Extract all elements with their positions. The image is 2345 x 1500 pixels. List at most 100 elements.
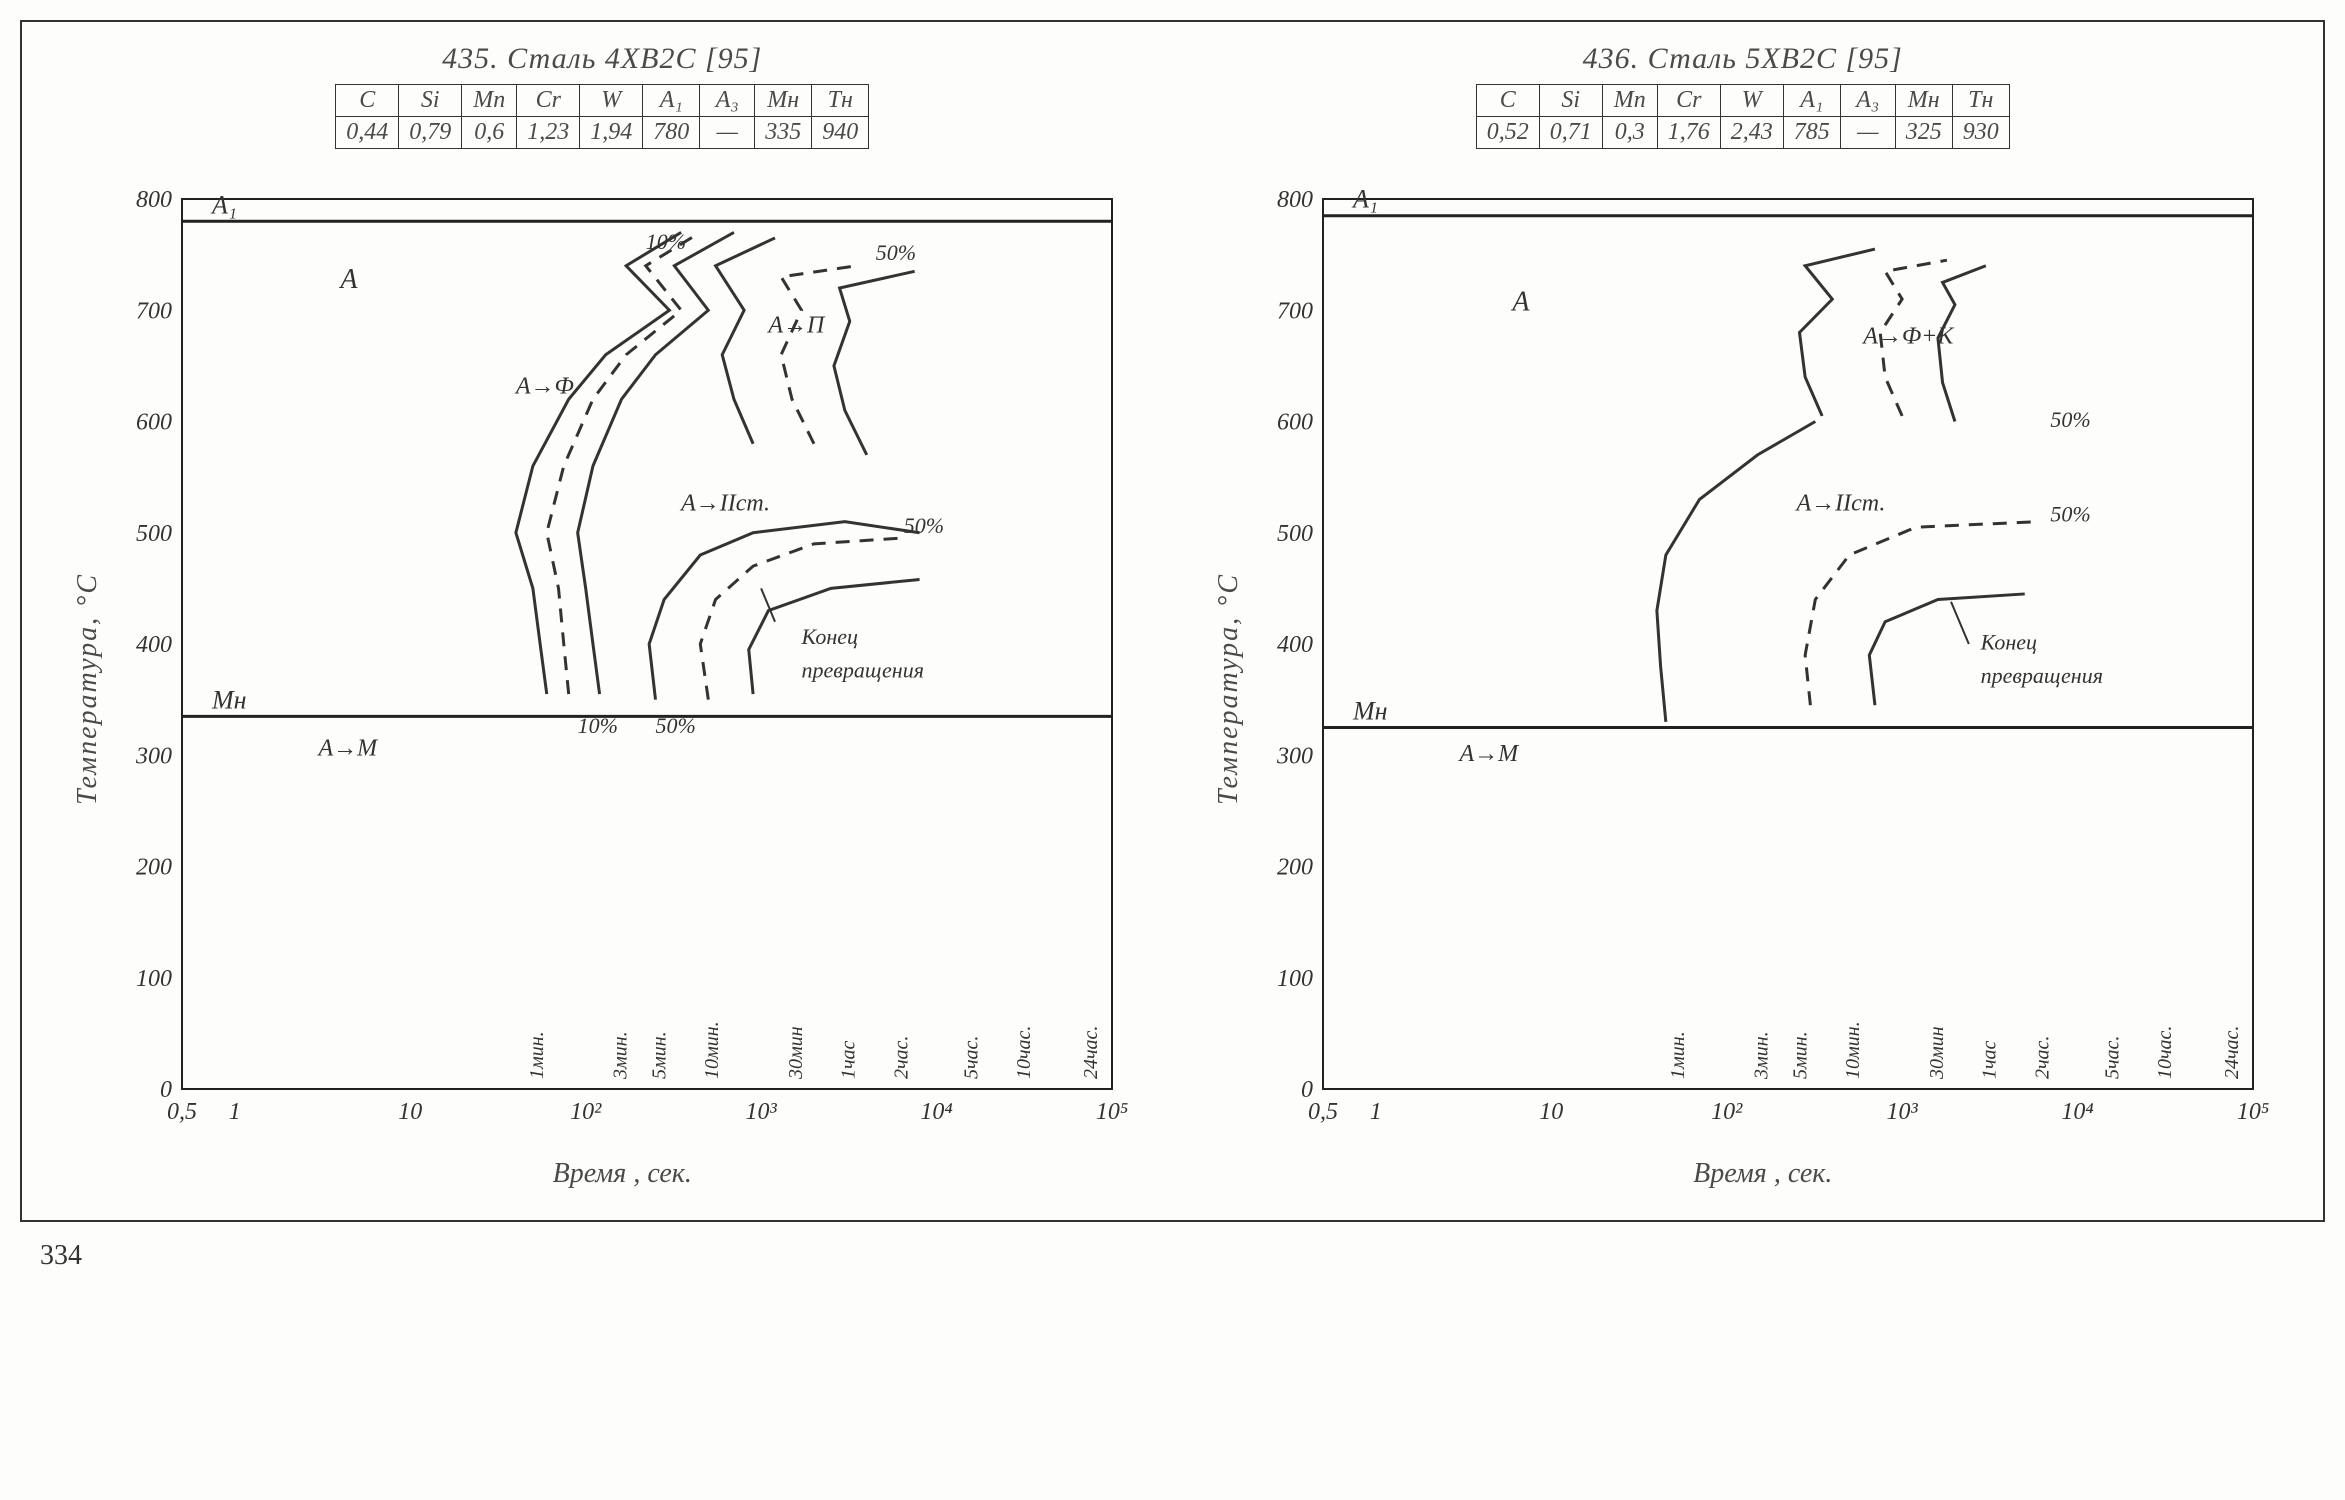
svg-text:1: 1 (229, 1099, 241, 1125)
svg-text:30мин: 30мин (785, 1026, 807, 1080)
svg-text:3мин.: 3мин. (1750, 1031, 1772, 1080)
th: Tн (812, 85, 869, 117)
svg-text:0,5: 0,5 (167, 1099, 197, 1125)
svg-text:700: 700 (1277, 298, 1313, 324)
td: 325 (1895, 117, 1952, 149)
svg-text:2час.: 2час. (891, 1036, 913, 1079)
svg-text:Mн: Mн (1352, 696, 1388, 725)
panel-436-chart-wrap: Температура, °С 010020030040050060070080… (1213, 189, 2273, 1190)
td: 0,6 (462, 117, 517, 149)
panel-435-chart: 01002003004005006007008000,511010²10³10⁴… (112, 189, 1132, 1149)
td: 1,94 (580, 117, 643, 149)
svg-text:50%: 50% (876, 240, 916, 265)
svg-text:A₁: A₁ (1351, 189, 1378, 214)
th: W (1720, 85, 1783, 117)
svg-text:800: 800 (1277, 189, 1313, 213)
svg-text:1: 1 (1370, 1099, 1382, 1125)
th: Mн (755, 85, 812, 117)
svg-text:5мин.: 5мин. (649, 1031, 671, 1079)
svg-text:1мин.: 1мин. (526, 1031, 548, 1079)
svg-text:10⁵: 10⁵ (2237, 1099, 2269, 1125)
svg-text:10: 10 (398, 1099, 422, 1125)
panel-436-chart: 01002003004005006007008000,511010²10³10⁴… (1253, 189, 2273, 1149)
svg-text:Конец: Конец (801, 624, 858, 649)
svg-text:превращения: превращения (1980, 663, 2102, 688)
svg-text:10³: 10³ (746, 1099, 778, 1125)
svg-text:A→Ф+K: A→Ф+K (1861, 324, 1955, 350)
svg-text:50%: 50% (2050, 407, 2090, 432)
th: C (336, 85, 399, 117)
svg-text:10%: 10% (646, 229, 686, 254)
td: — (1840, 117, 1895, 149)
svg-text:600: 600 (136, 410, 172, 436)
td: 1,76 (1657, 117, 1720, 149)
svg-text:10: 10 (1539, 1099, 1563, 1125)
svg-text:Mн: Mн (211, 685, 247, 714)
page-number: 334 (40, 1240, 2325, 1272)
th: A₃ (700, 85, 755, 117)
svg-text:100: 100 (1277, 966, 1313, 992)
table-header-row: C Si Mn Cr W A₁ A₃ Mн Tн (336, 85, 869, 117)
panel-435-comp-table: C Si Mn Cr W A₁ A₃ Mн Tн 0,44 0,79 0,6 1… (335, 84, 869, 149)
x-axis-label: Время , сек. (112, 1158, 1132, 1190)
x-axis-label: Время , сек. (1253, 1158, 2273, 1190)
svg-text:1час: 1час (1978, 1040, 2000, 1079)
th: A₃ (1840, 85, 1895, 117)
td: 1,23 (517, 117, 580, 149)
td: 780 (643, 117, 700, 149)
td: — (700, 117, 755, 149)
svg-text:24час.: 24час. (2221, 1026, 2243, 1079)
svg-text:10⁴: 10⁴ (2061, 1099, 2093, 1125)
svg-text:10²: 10² (1711, 1099, 1743, 1125)
th: Mn (1602, 85, 1657, 117)
th: Si (399, 85, 462, 117)
svg-text:10мин.: 10мин. (701, 1021, 723, 1079)
svg-text:800: 800 (136, 189, 172, 213)
table-value-row: 0,52 0,71 0,3 1,76 2,43 785 — 325 930 (1476, 117, 2009, 149)
svg-text:A→M: A→M (317, 735, 380, 761)
svg-text:200: 200 (1277, 855, 1313, 881)
th: Si (1539, 85, 1602, 117)
svg-text:5час.: 5час. (961, 1036, 983, 1079)
svg-text:A→IIст.: A→IIст. (1794, 491, 1885, 517)
td: 940 (812, 117, 869, 149)
svg-text:5мин.: 5мин. (1789, 1031, 1811, 1079)
svg-text:10⁴: 10⁴ (921, 1099, 953, 1125)
th: Mn (462, 85, 517, 117)
chart-col: 01002003004005006007008000,511010²10³10⁴… (1253, 189, 2273, 1190)
td: 335 (755, 117, 812, 149)
td: 0,44 (336, 117, 399, 149)
svg-text:50%: 50% (904, 513, 944, 538)
th: Tн (1952, 85, 2009, 117)
svg-text:500: 500 (136, 521, 172, 547)
svg-text:A: A (339, 264, 359, 295)
svg-text:A→IIст.: A→IIст. (679, 491, 770, 517)
table-header-row: C Si Mn Cr W A₁ A₃ Mн Tн (1476, 85, 2009, 117)
svg-text:1мин.: 1мин. (1667, 1031, 1689, 1079)
svg-text:A→Ф: A→Ф (514, 374, 574, 400)
th: C (1476, 85, 1539, 117)
y-axis-label: Температура, °С (1213, 573, 1245, 805)
td: 2,43 (1720, 117, 1783, 149)
td: 0,79 (399, 117, 462, 149)
td: 0,71 (1539, 117, 1602, 149)
svg-text:A→M: A→M (1457, 741, 1520, 767)
th: A₁ (1783, 85, 1840, 117)
panel-435-title: 435. Сталь 4ХВ2С [95] (442, 42, 762, 76)
th: W (580, 85, 643, 117)
svg-text:400: 400 (136, 632, 172, 658)
svg-text:10%: 10% (578, 713, 618, 738)
th: Cr (1657, 85, 1720, 117)
page: 435. Сталь 4ХВ2С [95] C Si Mn Cr W A₁ A₃… (20, 20, 2325, 1272)
svg-text:300: 300 (135, 743, 172, 769)
svg-text:50%: 50% (2050, 502, 2090, 527)
th: Mн (1895, 85, 1952, 117)
svg-text:превращения: превращения (802, 657, 924, 682)
panel-435-chart-wrap: Температура, °С 010020030040050060070080… (72, 189, 1132, 1190)
panel-436-title: 436. Сталь 5ХВ2С [95] (1583, 42, 1903, 76)
panel-435: 435. Сталь 4ХВ2С [95] C Si Mn Cr W A₁ A₃… (52, 42, 1153, 1190)
td: 930 (1952, 117, 2009, 149)
svg-text:Конец: Конец (1979, 630, 2036, 655)
svg-text:200: 200 (136, 855, 172, 881)
table-value-row: 0,44 0,79 0,6 1,23 1,94 780 — 335 940 (336, 117, 869, 149)
